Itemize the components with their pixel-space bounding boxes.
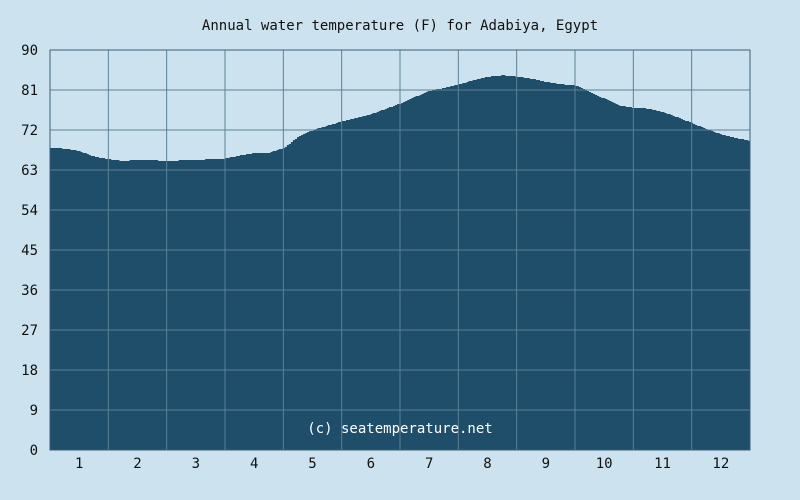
watermark-text: (c) seatemperature.net [307,421,492,437]
x-tick-label: 7 [425,456,433,472]
y-tick-label: 0 [30,443,38,459]
y-tick-label: 18 [21,363,38,379]
y-tick-label: 81 [21,83,38,99]
y-tick-label: 54 [21,203,38,219]
x-tick-label: 1 [75,456,83,472]
x-tick-label: 2 [133,456,141,472]
y-tick-label: 9 [30,403,38,419]
x-tick-label: 5 [308,456,316,472]
x-tick-label: 10 [596,456,613,472]
y-tick-label: 90 [21,43,38,59]
y-tick-label: 45 [21,243,38,259]
x-tick-label: 12 [712,456,729,472]
x-tick-label: 4 [250,456,258,472]
x-tick-label: 3 [192,456,200,472]
y-tick-label: 27 [21,323,38,339]
x-tick-label: 11 [654,456,671,472]
chart-title: Annual water temperature (F) for Adabiya… [201,18,599,34]
y-tick-label: 72 [21,123,38,139]
x-tick-label: 9 [542,456,550,472]
y-tick-label: 36 [21,283,38,299]
x-tick-label: 6 [367,456,375,472]
y-tick-label: 63 [21,163,38,179]
plot-frame [49,49,751,451]
x-tick-label: 8 [483,456,491,472]
